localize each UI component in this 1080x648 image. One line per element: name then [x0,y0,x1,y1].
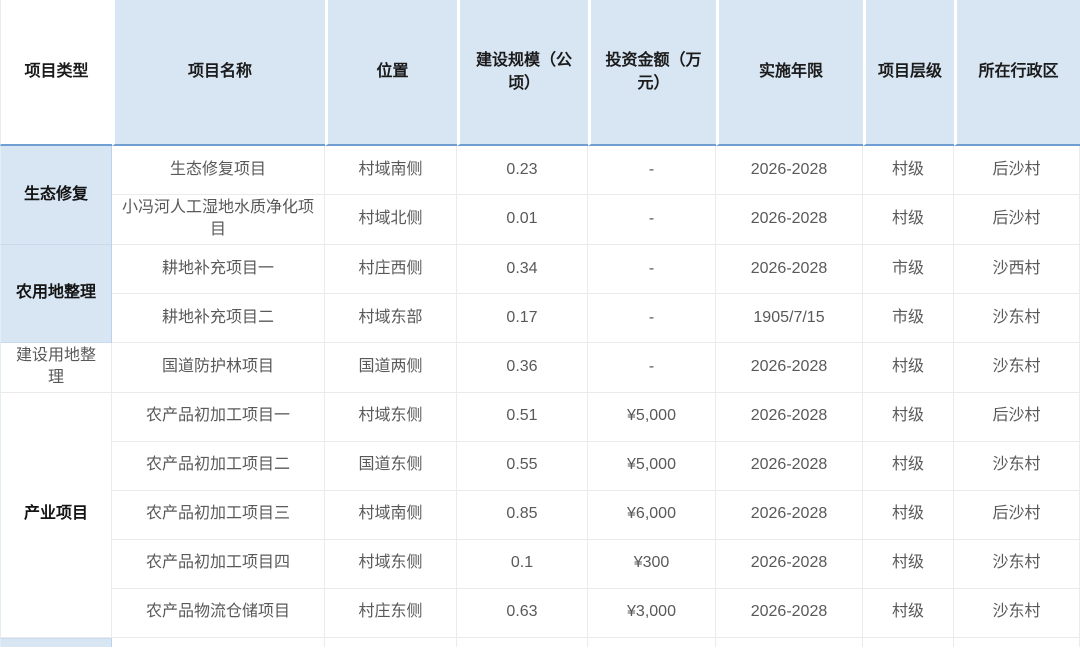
cell-scale: 0.36 [457,342,588,393]
cell-scale: 0.34 [457,244,588,294]
group-cell-ecological-restoration: 生态修复 [0,146,112,245]
cell-district: 沙东村 [954,539,1080,589]
cell-investment: ¥3,000 [588,588,716,638]
cell-scale: 0.55 [457,441,588,491]
cell-scale: 0.17 [457,293,588,343]
table-row: 农用地整理 耕地补充项目一 村庄西侧 0.34 - 2026-2028 市级 沙… [0,244,1080,343]
header-row: 项目类型 项目名称 位置 建设规模（公顷） 投资金额（万元） 实施年限 项目层级… [0,0,1080,146]
cell-years: 2026-2028 [716,146,863,195]
cell-scale: 0.23 [457,146,588,195]
col-header-scale: 建设规模（公顷） [457,0,588,146]
table-row: 农产品初加工项目二 国道东侧 0.55 ¥5,000 2026-2028 村级 … [0,441,1080,491]
table-row: 耕地补充项目二 村域东部 0.17 - 1905/7/15 市级 沙东村 [0,293,1080,343]
cell-scale: 0.63 [457,588,588,638]
group-cell-farmland-consolidation: 农用地整理 [0,244,112,343]
cell-location: 村域南侧 [325,146,457,195]
col-header-district: 所在行政区 [954,0,1080,146]
cell-years: 2026-2028 [716,441,863,491]
cell-location: 村域东部 [325,293,457,343]
cell-location: 村庄东侧 [325,588,457,638]
cell-project-name: 国道防护林项目 [112,342,325,393]
cell-district: 后沙村 [954,195,1080,245]
cell-years: 2026-2028 [716,244,863,294]
table-header: 项目类型 项目名称 位置 建设规模（公顷） 投资金额（万元） 实施年限 项目层级… [0,0,1080,146]
cell-project-name: 农产品初加工项目二 [112,441,325,491]
table-row: 农产品初加工项目三 村域南侧 0.85 ¥6,000 2026-2028 村级 … [0,490,1080,540]
table-body: 生态修复 生态修复项目 村域南侧 0.23 - 2026-2028 村级 后沙村… [0,146,1080,647]
cell-investment: - [588,146,716,195]
cell-investment: ¥300 [588,539,716,589]
cell-district: 沙东村 [954,588,1080,638]
cell-investment: - [588,244,716,294]
cell-investment: - [588,293,716,343]
col-header-location: 位置 [325,0,457,146]
cell-level: 村级 [863,146,954,195]
cell-years: 2026-2028 [716,195,863,245]
partial-group-cell [0,637,112,647]
cell-level: 村级 [863,441,954,491]
cell-years: 1905/7/15 [716,293,863,343]
cell-years: 2026-2028 [716,392,863,442]
cell-level: 村级 [863,490,954,540]
table-row: 产业项目 农产品初加工项目一 村域东侧 0.51 ¥5,000 2026-202… [0,392,1080,638]
table-row: 生态修复 生态修复项目 村域南侧 0.23 - 2026-2028 村级 后沙村 [0,146,1080,245]
cell-location: 村域北侧 [325,195,457,245]
cell-district: 后沙村 [954,490,1080,540]
cell-district: 沙东村 [954,293,1080,343]
cell-investment: ¥5,000 [588,392,716,442]
cell-years: 2026-2028 [716,490,863,540]
cell-project-name: 耕地补充项目二 [112,293,325,343]
cell-investment: - [588,342,716,393]
cell-district: 沙东村 [954,441,1080,491]
cell-investment: ¥5,000 [588,441,716,491]
col-header-level: 项目层级 [863,0,954,146]
cell-project-name: 农产品初加工项目四 [112,539,325,589]
cell-location: 国道东侧 [325,441,457,491]
cell-years: 2026-2028 [716,342,863,393]
table-row: 农产品初加工项目四 村域东侧 0.1 ¥300 2026-2028 村级 沙东村 [0,539,1080,589]
cell-project-name: 农产品物流仓储项目 [112,588,325,638]
cell-investment: ¥6,000 [588,490,716,540]
cell-level: 市级 [863,293,954,343]
cell-years: 2026-2028 [716,588,863,638]
group-cell-construction-land-consolidation: 建设用地整理 [0,342,112,393]
cell-level: 村级 [863,342,954,393]
cell-scale: 0.51 [457,392,588,442]
cell-district: 沙东村 [954,342,1080,393]
table-row: 建设用地整理 国道防护林项目 国道两侧 0.36 - 2026-2028 村级 … [0,342,1080,393]
col-header-investment: 投资金额（万元） [588,0,716,146]
cell-level: 村级 [863,392,954,442]
col-header-project-type: 项目类型 [0,0,112,146]
col-header-project-name: 项目名称 [112,0,325,146]
cell-investment: - [588,195,716,245]
cell-location: 村域东侧 [325,392,457,442]
cell-level: 村级 [863,539,954,589]
cell-project-name: 耕地补充项目一 [112,244,325,294]
cell-district: 沙西村 [954,244,1080,294]
col-header-years: 实施年限 [716,0,863,146]
cell-scale: 0.1 [457,539,588,589]
cell-scale: 0.01 [457,195,588,245]
cell-level: 村级 [863,588,954,638]
cell-project-name: 小冯河人工湿地水质净化项目 [112,195,325,245]
cell-location: 村域南侧 [325,490,457,540]
cell-location: 国道两侧 [325,342,457,393]
group-cell-industry-projects: 产业项目 [0,392,112,638]
cell-level: 村级 [863,195,954,245]
cell-project-name: 农产品初加工项目三 [112,490,325,540]
partial-next-row [0,637,1080,647]
table-row: 农产品物流仓储项目 村庄东侧 0.63 ¥3,000 2026-2028 村级 … [0,588,1080,638]
cell-district: 后沙村 [954,392,1080,442]
cell-project-name: 生态修复项目 [112,146,325,195]
cell-scale: 0.85 [457,490,588,540]
cell-years: 2026-2028 [716,539,863,589]
cell-project-name: 农产品初加工项目一 [112,392,325,442]
cell-location: 村庄西侧 [325,244,457,294]
cell-level: 市级 [863,244,954,294]
cell-location: 村域东侧 [325,539,457,589]
cell-district: 后沙村 [954,146,1080,195]
table-row: 小冯河人工湿地水质净化项目 村域北侧 0.01 - 2026-2028 村级 后… [0,195,1080,245]
